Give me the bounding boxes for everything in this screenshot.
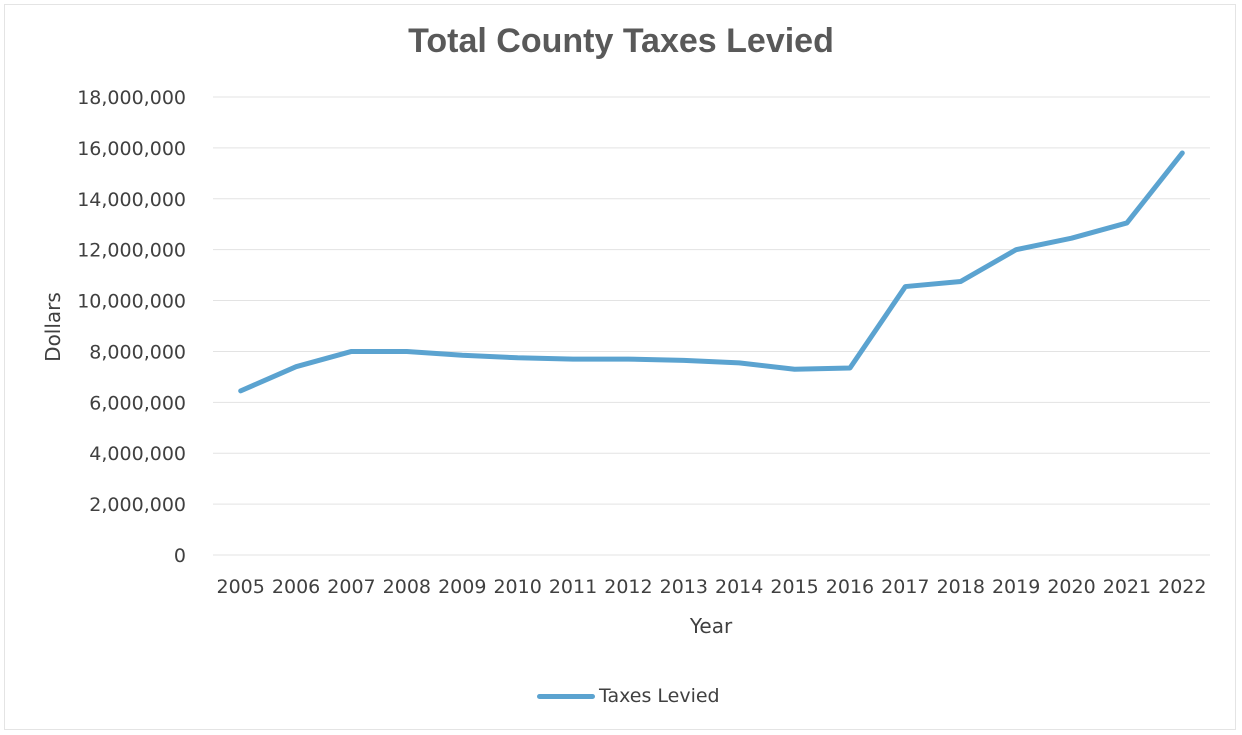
y-tick-label: 18,000,000 xyxy=(77,87,186,109)
x-tick-label: 2021 xyxy=(1103,576,1151,598)
x-tick-label: 2007 xyxy=(327,576,375,598)
y-tick-label: 8,000,000 xyxy=(89,341,186,363)
x-axis-ticks: 2005 2006 2007 2008 2009 2010 2011 2012 2013 2014… xyxy=(217,576,1207,598)
chart-frame xyxy=(4,4,1236,730)
y-axis-title: Dollars xyxy=(41,292,65,362)
x-tick-label: 2015 xyxy=(770,576,818,598)
legend-label-taxes-levied: Taxes Levied xyxy=(599,685,720,707)
x-axis-title: Year xyxy=(689,614,733,638)
series-line-taxes-levied xyxy=(238,150,1185,394)
x-tick-label: 2010 xyxy=(493,576,541,598)
x-tick-label: 2020 xyxy=(1047,576,1095,598)
x-tick-label: 2011 xyxy=(549,576,597,598)
x-tick-label: 2005 xyxy=(217,576,265,598)
x-tick-label: 2018 xyxy=(937,576,985,598)
x-tick-label: 2012 xyxy=(604,576,652,598)
x-tick-label: 2017 xyxy=(881,576,929,598)
y-tick-label: 14,000,000 xyxy=(77,189,186,211)
y-tick-label: 0 xyxy=(174,545,186,567)
y-axis-ticks: 0 2,000,000 4,000,000 6,000,000 8,000,000 10,… xyxy=(77,87,186,567)
gridlines xyxy=(213,96,1210,556)
x-tick-label: 2022 xyxy=(1158,576,1206,598)
x-tick-label: 2019 xyxy=(992,576,1040,598)
x-tick-label: 2014 xyxy=(715,576,763,598)
chart-title: Total County Taxes Levied xyxy=(408,22,834,60)
x-tick-label: 2013 xyxy=(660,576,708,598)
y-tick-label: 4,000,000 xyxy=(89,443,186,465)
x-tick-label: 2016 xyxy=(826,576,874,598)
x-tick-label: 2006 xyxy=(272,576,320,598)
legend-swatch-taxes-levied xyxy=(537,693,595,699)
y-tick-label: 16,000,000 xyxy=(77,138,186,160)
x-tick-label: 2008 xyxy=(383,576,431,598)
y-tick-label: 12,000,000 xyxy=(77,240,186,262)
x-tick-label: 2009 xyxy=(438,576,486,598)
series-lines xyxy=(238,150,1185,394)
y-tick-label: 10,000,000 xyxy=(77,291,186,313)
y-tick-label: 2,000,000 xyxy=(89,494,186,516)
legend: Taxes Levied xyxy=(537,683,720,709)
y-tick-label: 6,000,000 xyxy=(89,392,186,414)
